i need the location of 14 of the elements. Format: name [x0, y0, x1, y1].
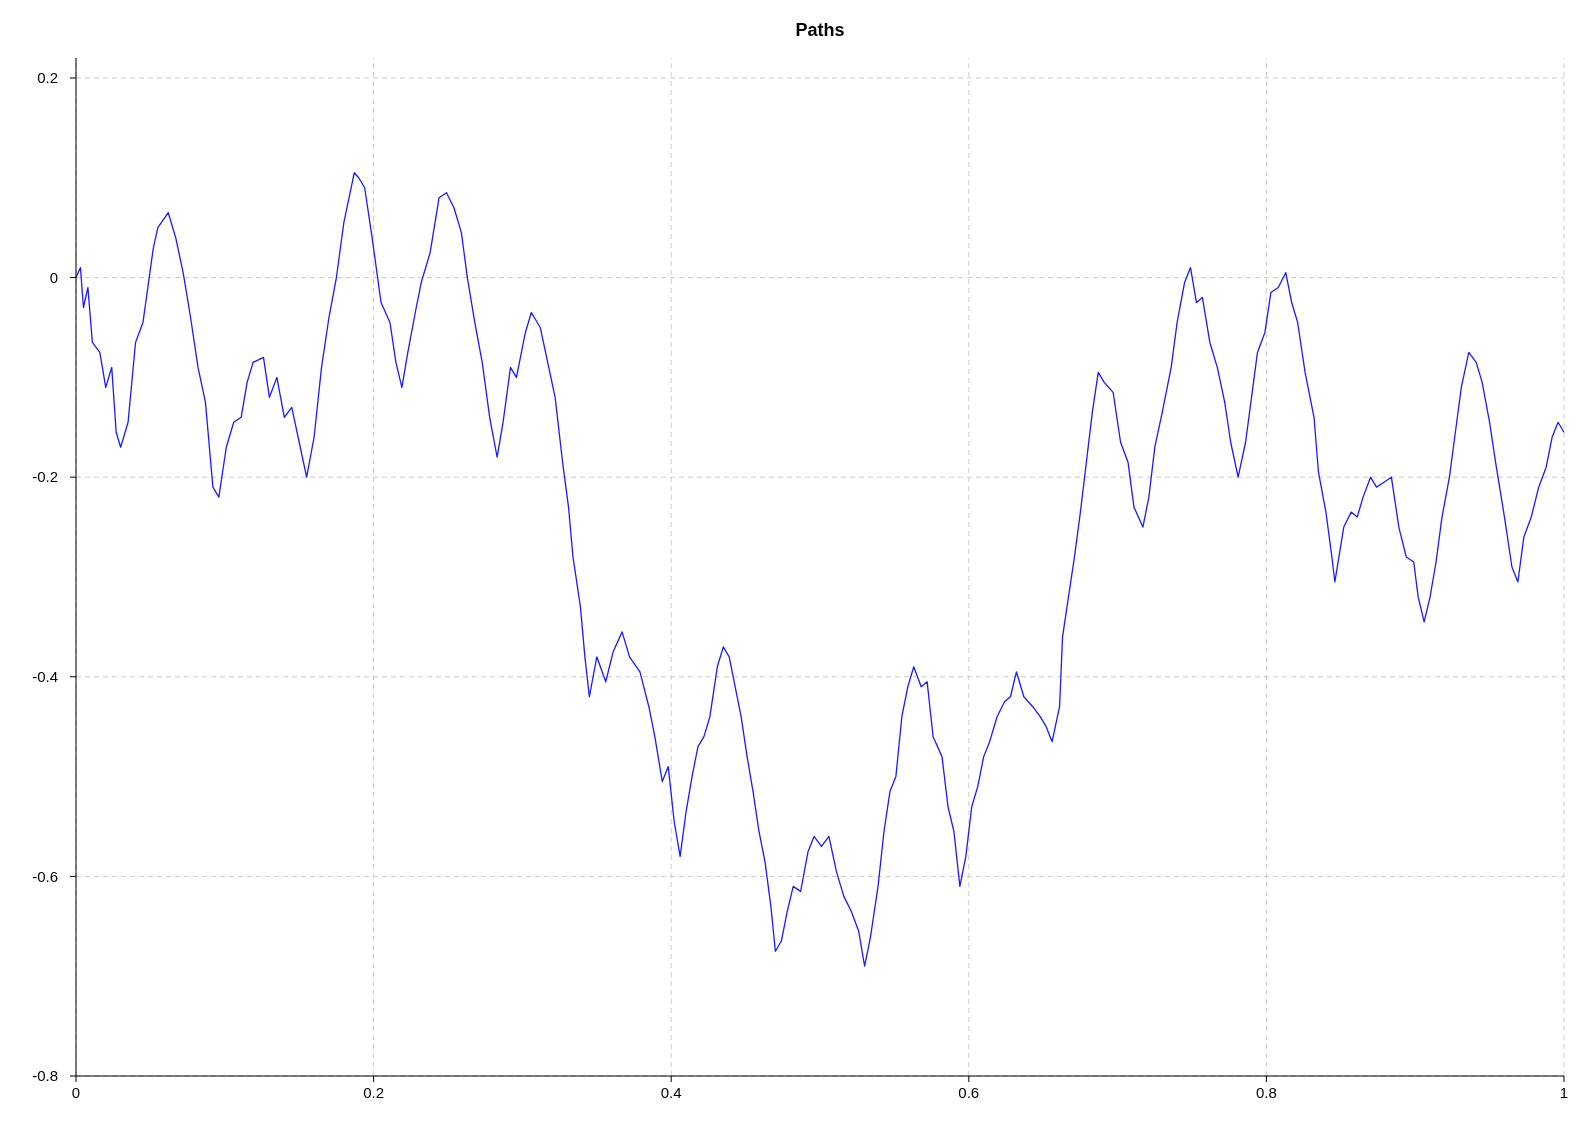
chart-title: Paths	[795, 20, 845, 40]
y-tick-label: 0	[49, 268, 58, 286]
x-tick-label: 0.6	[958, 1084, 980, 1101]
y-tick-label: -0.2	[32, 468, 58, 486]
x-tick-label: 1	[1559, 1084, 1569, 1101]
y-tick-label: -0.4	[32, 668, 58, 686]
x-tick-label: 0	[71, 1084, 81, 1101]
x-tick-label: 0.4	[660, 1084, 682, 1101]
x-tick-label: 0.8	[1255, 1084, 1277, 1101]
x-tick-label: 0.2	[363, 1084, 385, 1101]
y-tick-label: 0.2	[37, 69, 58, 87]
y-tick-label: -0.6	[32, 867, 58, 885]
y-tick-label: -0.8	[32, 1067, 58, 1085]
line-series	[75, 172, 1565, 967]
